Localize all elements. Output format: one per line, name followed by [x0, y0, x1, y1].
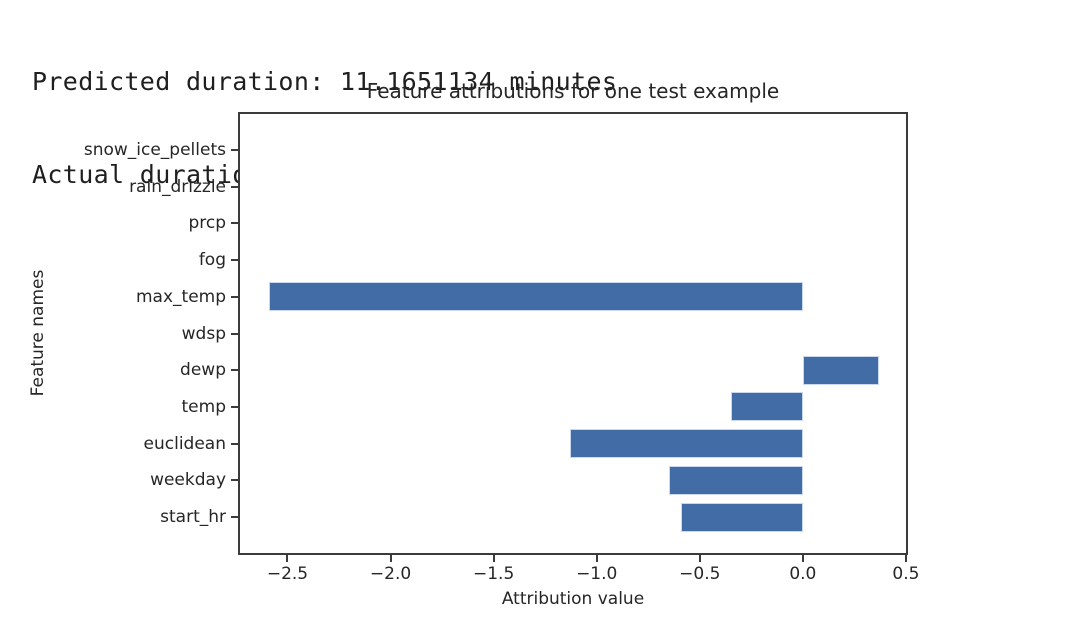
ytick-mark-fog [231, 259, 238, 262]
ytick-label-rain_drizzle: rain_drizzle [129, 176, 226, 197]
bar-weekday [668, 465, 803, 495]
ytick-label-max_temp: max_temp [135, 286, 226, 307]
ytick-label-start_hr: start_hr [160, 507, 226, 527]
xtick-mark--2.5 [286, 555, 289, 562]
bar-dewp [802, 355, 880, 385]
bar-max_temp [268, 282, 803, 312]
ytick-label-euclidean: euclidean [143, 433, 226, 454]
xtick-label--0.5: −0.5 [679, 564, 721, 584]
xtick-mark--0.5 [698, 555, 701, 562]
ytick-label-prcp: prcp [188, 213, 226, 234]
x-axis-label: Attribution value [501, 589, 645, 609]
ytick-mark-prcp [231, 222, 238, 225]
ytick-mark-start_hr [231, 516, 238, 518]
ytick-label-temp: temp [181, 396, 226, 417]
xtick-mark--2 [389, 555, 392, 562]
ytick-mark-euclidean [231, 442, 238, 445]
bar-temp [730, 392, 803, 422]
ytick-label-dewp: dewp [180, 360, 226, 381]
ytick-mark-max_temp [231, 295, 238, 298]
xtick-label--2: −2.0 [369, 564, 412, 584]
xtick-label--1: −1.0 [576, 564, 618, 584]
xtick-label-0: 0.0 [789, 564, 817, 584]
ytick-mark-snow_ice_pellets [231, 149, 238, 151]
plot-area [238, 112, 908, 555]
bar-euclidean [569, 429, 803, 459]
ytick-label-fog: fog [198, 250, 226, 271]
ytick-mark-temp [231, 405, 238, 408]
xtick-mark-0.5 [904, 555, 907, 562]
ytick-label-snow_ice_pellets: snow_ice_pellets [83, 140, 226, 160]
chart-title: Feature attributions for one test exampl… [366, 79, 780, 103]
ytick-mark-rain_drizzle [231, 185, 238, 188]
ytick-mark-dewp [231, 369, 238, 372]
xtick-mark-0 [801, 555, 804, 562]
ytick-label-wdsp: wdsp [181, 323, 226, 344]
bar-start_hr [681, 502, 803, 532]
xtick-label-0.5: 0.5 [892, 564, 920, 584]
xtick-mark--1 [595, 555, 598, 562]
xtick-label--2.5: −2.5 [266, 564, 309, 584]
console-line-predicted: Predicted duration: 11.1651134 minutes [32, 67, 618, 96]
ytick-mark-wdsp [231, 332, 238, 335]
xtick-mark--1.5 [492, 555, 495, 562]
ytick-mark-weekday [231, 479, 238, 482]
xtick-label--1.5: −1.5 [472, 564, 515, 584]
ytick-label-weekday: weekday [150, 470, 226, 491]
